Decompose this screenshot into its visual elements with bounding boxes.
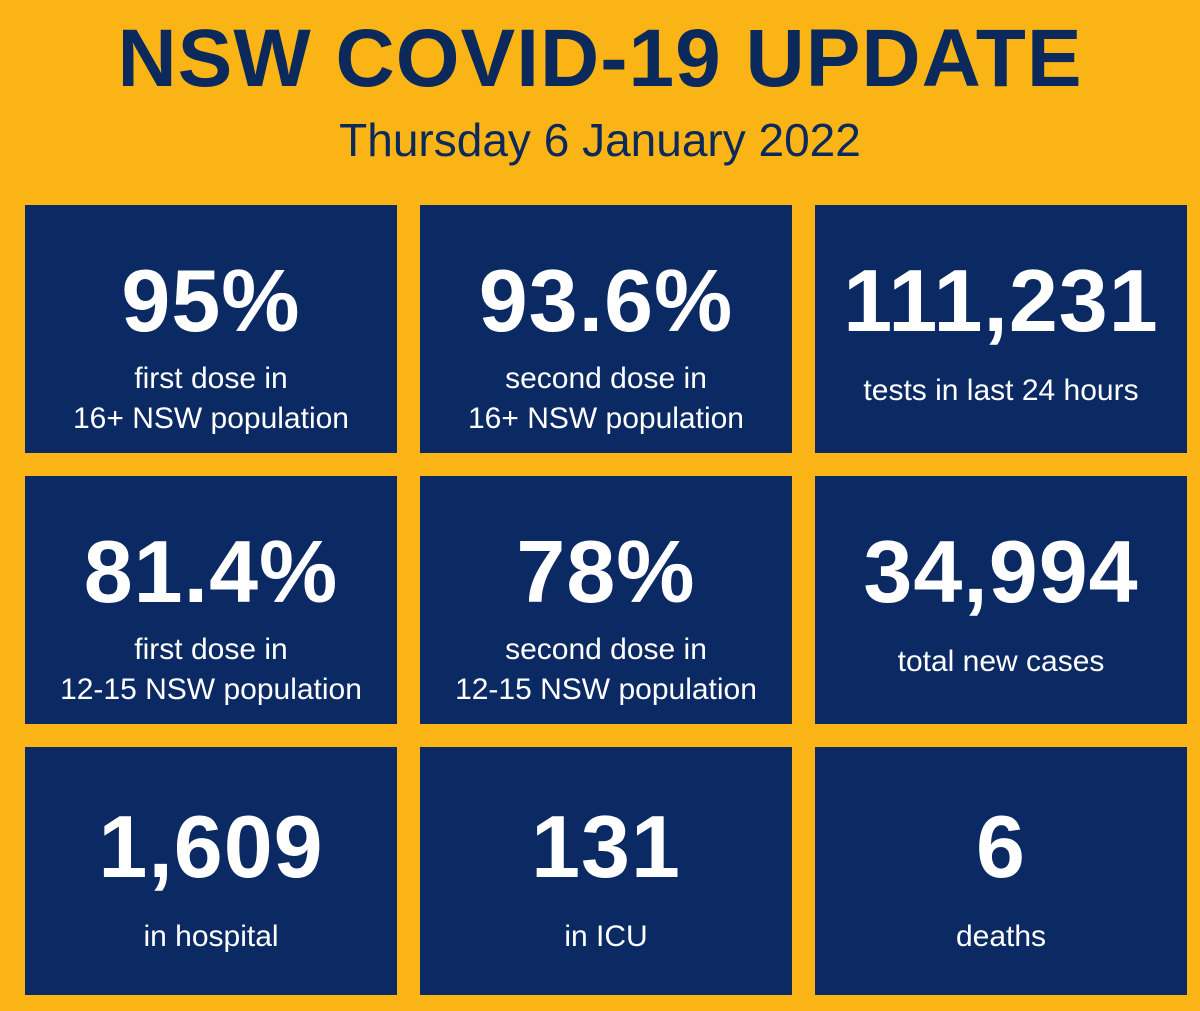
stat-tile-second-dose-12-15: 78% second dose in 12-15 NSW population bbox=[420, 476, 792, 724]
stat-tile-second-dose-16plus: 93.6% second dose in 16+ NSW population bbox=[420, 205, 792, 453]
stat-label-line2: 12-15 NSW population bbox=[455, 673, 757, 706]
stat-tile-first-dose-16plus: 95% first dose in 16+ NSW population bbox=[25, 205, 397, 453]
stat-tile-deaths: 6 deaths bbox=[815, 747, 1187, 995]
stat-label-line2: 12-15 NSW population bbox=[60, 673, 362, 706]
stat-value: 6 bbox=[976, 797, 1026, 896]
stat-value: 93.6% bbox=[478, 251, 734, 350]
stat-value: 34,994 bbox=[863, 522, 1139, 621]
stat-value: 1,609 bbox=[98, 797, 324, 896]
stat-value: 111,231 bbox=[843, 251, 1159, 350]
update-date: Thursday 6 January 2022 bbox=[339, 114, 861, 166]
stat-label: in ICU bbox=[564, 920, 648, 953]
stat-label: second dose in 12-15 NSW population bbox=[420, 630, 792, 710]
stat-label: tests in last 24 hours bbox=[863, 374, 1139, 407]
page-title: NSW COVID-19 UPDATE bbox=[117, 13, 1083, 104]
stat-label: in hospital bbox=[143, 920, 279, 953]
stat-tile-first-dose-12-15: 81.4% first dose in 12-15 NSW population bbox=[25, 476, 397, 724]
stat-label: second dose in 16+ NSW population bbox=[420, 359, 792, 439]
stat-tile-hospital: 1,609 in hospital bbox=[25, 747, 397, 995]
stat-value: 131 bbox=[531, 797, 681, 896]
stat-label: first dose in 12-15 NSW population bbox=[25, 630, 397, 710]
stat-label-line1: first dose in bbox=[134, 362, 288, 395]
stat-tile-tests: 111,231 tests in last 24 hours bbox=[815, 205, 1187, 453]
stat-label-line1: first dose in bbox=[134, 633, 288, 666]
stat-label-line1: second dose in bbox=[505, 362, 707, 395]
stat-value: 81.4% bbox=[83, 522, 339, 621]
stat-value: 95% bbox=[121, 251, 301, 350]
stat-label-line2: 16+ NSW population bbox=[467, 402, 744, 435]
stat-label-line1: second dose in bbox=[505, 633, 707, 666]
stat-label-line2: 16+ NSW population bbox=[72, 402, 349, 435]
stat-value: 78% bbox=[516, 522, 696, 621]
stat-label: first dose in 16+ NSW population bbox=[25, 359, 397, 439]
stat-tile-icu: 131 in ICU bbox=[420, 747, 792, 995]
stats-grid: 95% first dose in 16+ NSW population 93.… bbox=[25, 205, 1187, 995]
stat-tile-new-cases: 34,994 total new cases bbox=[815, 476, 1187, 724]
stat-label: total new cases bbox=[897, 645, 1105, 678]
stat-label: deaths bbox=[955, 920, 1047, 953]
